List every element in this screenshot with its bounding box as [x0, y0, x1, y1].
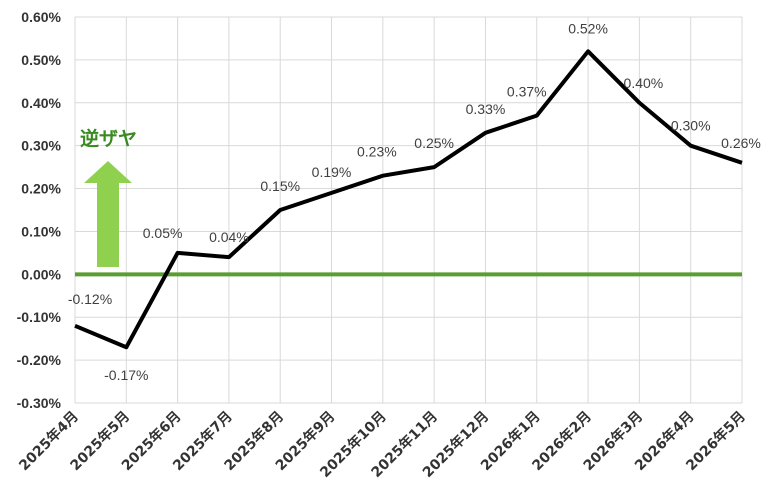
- data-label: 0.40%: [624, 75, 664, 91]
- data-label: 0.25%: [414, 135, 454, 151]
- x-axis-ticks: 2025年4月2025年5月2025年6月2025年7月2025年8月2025年…: [16, 408, 749, 481]
- chart-grid: [74, 16, 743, 404]
- y-tick-label: -0.30%: [17, 395, 62, 411]
- y-tick-label: 0.30%: [21, 138, 61, 154]
- y-tick-label: 0.40%: [21, 95, 61, 111]
- y-tick-label: 0.00%: [21, 266, 61, 282]
- annotation-label: 逆ザヤ: [80, 127, 137, 150]
- y-tick-label: 0.20%: [21, 181, 61, 197]
- y-tick-label: 0.50%: [21, 52, 61, 68]
- y-tick-label: -0.20%: [17, 352, 62, 368]
- data-label: 0.04%: [209, 229, 249, 245]
- series-group: [74, 49, 743, 350]
- data-label: 0.52%: [568, 20, 608, 36]
- data-label: 0.30%: [671, 118, 711, 134]
- up-arrow-icon: [84, 161, 132, 267]
- data-label: 0.15%: [260, 178, 300, 194]
- y-tick-label: -0.10%: [17, 309, 62, 325]
- series-line: [74, 49, 743, 350]
- y-tick-label: 0.10%: [21, 223, 61, 239]
- data-label: 0.33%: [466, 101, 506, 117]
- data-label: 0.26%: [721, 135, 761, 151]
- data-labels: -0.12% -0.17% 0.05% 0.04% 0.15% 0.19% 0.23% 0.2…: [68, 20, 761, 383]
- negative-spread-annotation: 逆ザヤ: [80, 127, 137, 267]
- data-label: -0.17%: [104, 367, 148, 383]
- y-axis-ticks: 0.60% 0.50% 0.40% 0.30% 0.20% 0.10% 0.00% -0.10…: [17, 9, 62, 411]
- data-label: 0.23%: [357, 144, 397, 160]
- data-label: -0.12%: [68, 291, 112, 307]
- y-tick-label: 0.60%: [21, 9, 61, 25]
- data-label: 0.19%: [312, 164, 352, 180]
- data-label: 0.05%: [143, 225, 183, 241]
- data-label: 0.37%: [507, 84, 547, 100]
